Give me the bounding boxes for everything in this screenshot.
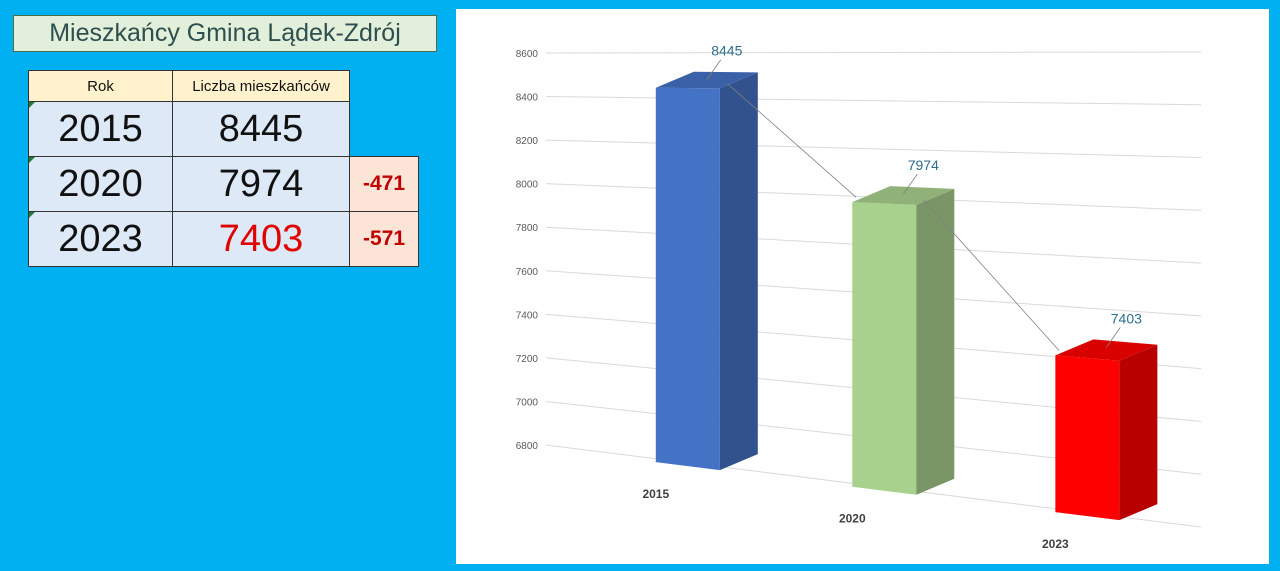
gridline bbox=[545, 51, 1202, 54]
year-cell[interactable]: 2023 bbox=[28, 211, 173, 267]
table-row: 2023 7403 -571 bbox=[28, 211, 419, 267]
label-leader bbox=[902, 173, 918, 195]
table-row: 2015 8445 bbox=[28, 101, 419, 157]
table-row: 2020 7974 -471 bbox=[28, 156, 419, 212]
x-tick-label: 2015 bbox=[642, 487, 669, 501]
diff-cell[interactable]: -571 bbox=[349, 211, 419, 267]
y-tick-label: 8400 bbox=[516, 93, 539, 104]
bar bbox=[852, 202, 917, 495]
bar-side bbox=[1119, 344, 1158, 521]
bar-top bbox=[852, 186, 955, 205]
year-cell[interactable]: 2015 bbox=[28, 101, 173, 157]
bar-side bbox=[719, 72, 758, 471]
y-tick-label: 7400 bbox=[516, 310, 539, 321]
gridline bbox=[545, 139, 1202, 159]
label-leader bbox=[706, 59, 722, 80]
y-tick-label: 6800 bbox=[516, 441, 539, 452]
x-tick-label: 2020 bbox=[839, 512, 866, 526]
label-leader bbox=[1106, 327, 1121, 348]
column-header-year: Rok bbox=[28, 70, 173, 102]
population-chart: 6800 7000 7200 7400 7600 7800 8000 8200 8400 8600… bbox=[516, 43, 1202, 551]
bar-top bbox=[1055, 339, 1158, 361]
count-cell[interactable]: 8445 bbox=[172, 101, 350, 157]
y-tick-label: 7000 bbox=[516, 397, 539, 408]
y-tick-label: 7600 bbox=[516, 267, 539, 278]
bar-top bbox=[655, 71, 758, 89]
y-tick-label: 8000 bbox=[516, 180, 539, 191]
count-cell[interactable]: 7974 bbox=[172, 156, 350, 212]
connector-line bbox=[727, 83, 857, 198]
y-tick-label: 8600 bbox=[516, 49, 539, 60]
diff-cell[interactable]: -471 bbox=[349, 156, 419, 212]
bar bbox=[1055, 355, 1120, 521]
y-tick-label: 7800 bbox=[516, 223, 539, 234]
data-label: 8445 bbox=[711, 43, 742, 59]
table-header-row: Rok Liczba mieszkańców bbox=[28, 70, 419, 102]
x-tick-label: 2023 bbox=[1042, 537, 1069, 551]
data-label: 7403 bbox=[1111, 310, 1142, 326]
gridline bbox=[545, 96, 1202, 106]
population-table: Rok Liczba mieszkańców 2015 8445 2020 79… bbox=[28, 70, 419, 267]
bar-side bbox=[916, 188, 955, 495]
connector-line bbox=[923, 199, 1060, 351]
y-tick-label: 7200 bbox=[516, 354, 539, 365]
data-label: 7974 bbox=[908, 157, 939, 173]
y-tick-label: 8200 bbox=[516, 136, 539, 147]
page-title: Mieszkańcy Gmina Lądek-Zdrój bbox=[13, 15, 437, 52]
column-header-count: Liczba mieszkańców bbox=[172, 70, 350, 102]
chart-panel: 6800 7000 7200 7400 7600 7800 8000 8200 8400 8600… bbox=[456, 9, 1269, 564]
bar bbox=[655, 87, 720, 471]
count-cell[interactable]: 7403 bbox=[172, 211, 350, 267]
year-cell[interactable]: 2020 bbox=[28, 156, 173, 212]
